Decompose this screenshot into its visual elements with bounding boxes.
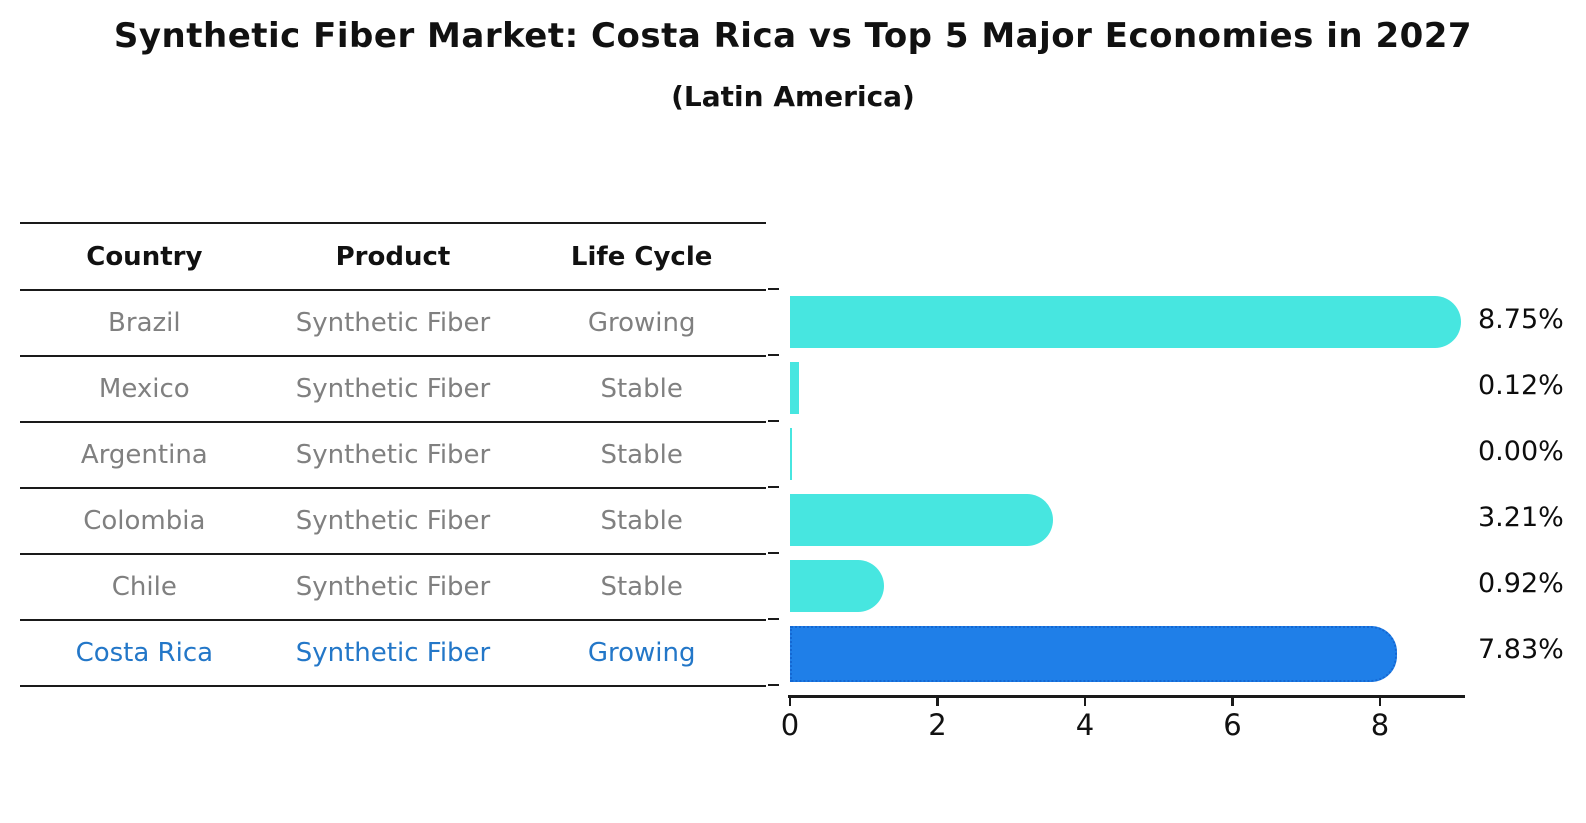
x-tick-label: 8 <box>1370 708 1390 742</box>
table-header-lifecycle: Life Cycle <box>517 222 766 290</box>
y-tick-mark <box>768 353 779 357</box>
bar-argentina <box>790 428 792 480</box>
bar-value-label: 8.75% <box>1478 304 1564 335</box>
table-header-row: Country Product Life Cycle <box>20 222 766 290</box>
table-row-colombia: Colombia Synthetic Fiber Stable <box>20 487 766 554</box>
table-row-argentina: Argentina Synthetic Fiber Stable <box>20 421 766 488</box>
bar-value-label: 0.00% <box>1478 436 1564 467</box>
y-tick-mark <box>768 683 779 687</box>
x-axis-line <box>788 695 1465 698</box>
cell-country: Mexico <box>20 355 269 422</box>
cell-country: Brazil <box>20 289 269 356</box>
cell-product: Synthetic Fiber <box>268 553 518 620</box>
y-tick-mark <box>768 485 779 489</box>
bar-chile <box>790 560 884 612</box>
y-tick-mark <box>768 617 779 621</box>
x-tick-mark <box>1231 695 1234 706</box>
x-tick-mark <box>788 695 792 706</box>
x-tick-label: 6 <box>1223 708 1242 742</box>
y-tick-mark <box>768 551 779 555</box>
chart-subtitle: (Latin America) <box>671 80 915 113</box>
bar-colombia <box>790 494 1053 546</box>
x-tick-mark <box>936 695 939 706</box>
cell-country: Costa Rica <box>20 619 269 687</box>
cell-product: Synthetic Fiber <box>268 421 518 488</box>
cell-lifecycle: Growing <box>517 289 766 356</box>
x-tick-mark <box>1083 695 1087 706</box>
cell-country: Chile <box>20 553 269 620</box>
bar-value-label: 7.83% <box>1478 634 1564 665</box>
table-row-brazil: Brazil Synthetic Fiber Growing <box>20 289 766 356</box>
table-header-country: Country <box>20 222 269 290</box>
x-tick-mark <box>1378 695 1382 706</box>
chart-title: Synthetic Fiber Market: Costa Rica vs To… <box>113 16 1473 56</box>
bar-costa-rica <box>790 626 1398 682</box>
bar-value-label: 3.21% <box>1478 502 1564 533</box>
y-tick-mark <box>768 287 779 291</box>
cell-product: Synthetic Fiber <box>268 487 518 554</box>
table-row-mexico: Mexico Synthetic Fiber Stable <box>20 355 766 422</box>
bar-value-label: 0.92% <box>1478 568 1564 599</box>
cell-lifecycle: Stable <box>517 553 766 620</box>
cell-product: Synthetic Fiber <box>268 619 518 687</box>
table-row-chile: Chile Synthetic Fiber Stable <box>20 553 766 620</box>
table-header-product: Product <box>268 222 518 290</box>
cell-country: Colombia <box>20 487 269 554</box>
x-tick-label: 2 <box>928 708 947 742</box>
bar-mexico <box>790 362 799 414</box>
country-table: Country Product Life Cycle Brazil Synthe… <box>20 222 766 687</box>
cell-lifecycle: Growing <box>517 619 766 687</box>
cell-product: Synthetic Fiber <box>268 355 518 422</box>
x-tick-label: 0 <box>780 708 800 742</box>
cell-lifecycle: Stable <box>517 355 766 422</box>
cell-lifecycle: Stable <box>517 421 766 488</box>
cell-lifecycle: Stable <box>517 487 766 554</box>
bar-value-label: 0.12% <box>1478 370 1564 401</box>
bar-brazil <box>790 296 1462 348</box>
cell-country: Argentina <box>20 421 269 488</box>
table-row-costa-rica: Costa Rica Synthetic Fiber Growing <box>20 619 766 687</box>
y-tick-mark <box>768 419 779 423</box>
cell-product: Synthetic Fiber <box>268 289 518 356</box>
x-tick-label: 4 <box>1075 708 1095 742</box>
